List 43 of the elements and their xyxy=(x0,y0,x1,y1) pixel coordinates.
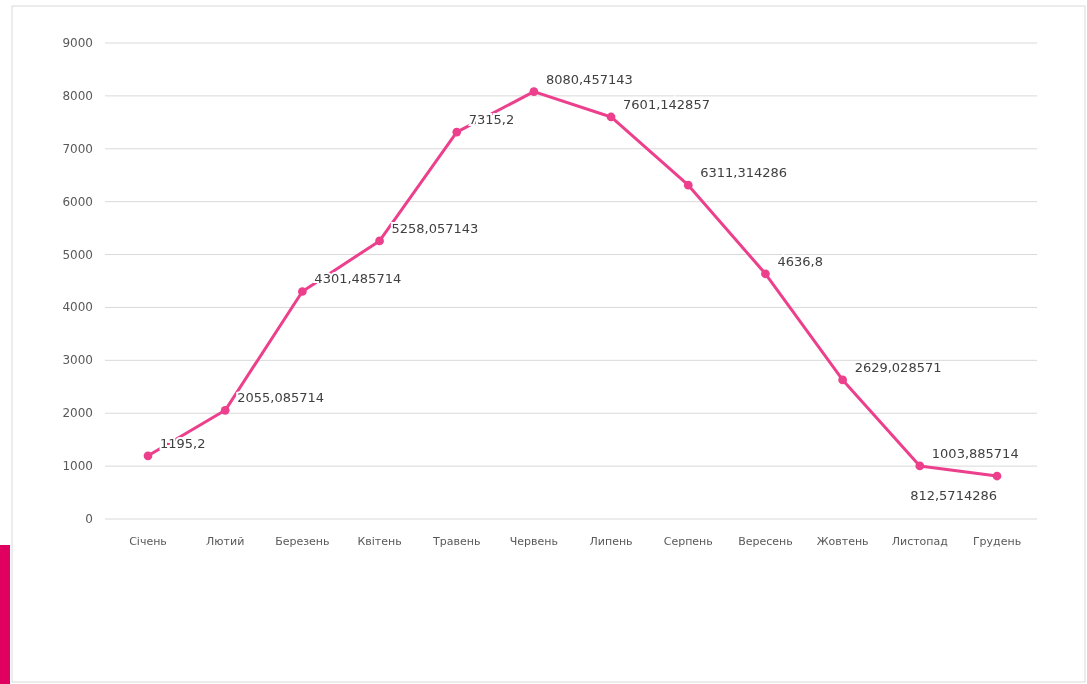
y-tick-label: 6000 xyxy=(62,194,93,209)
point xyxy=(761,269,770,279)
point xyxy=(220,405,230,415)
data-label: 812,5714286 xyxy=(910,488,997,504)
data-label: 5258,057143 xyxy=(391,220,479,236)
x-tick-label: Січень xyxy=(129,535,167,548)
y-tick-label: 1000 xyxy=(62,459,93,474)
point xyxy=(606,112,616,122)
x-tick-label: Листопад xyxy=(891,535,949,548)
x-tick-label: Грудень xyxy=(972,535,1022,548)
data-label: 4636,8 xyxy=(777,253,823,269)
data-label: 7601,142857 xyxy=(623,96,710,112)
point xyxy=(452,127,462,137)
data-label: 1003,885714 xyxy=(931,445,1019,461)
y-tick-label: 9000 xyxy=(62,36,93,50)
point xyxy=(915,461,925,471)
data-label: 6311,314286 xyxy=(700,165,788,181)
y-tick-label: 8000 xyxy=(62,88,93,103)
y-tick-label: 3000 xyxy=(62,353,93,368)
data-label: 2629,028571 xyxy=(854,359,942,375)
y-tick-label: 4000 xyxy=(62,300,93,315)
point xyxy=(838,375,848,385)
x-tick-label: Серпень xyxy=(663,535,713,548)
point xyxy=(297,287,307,296)
y-tick-label: 5000 xyxy=(62,247,93,262)
point xyxy=(143,451,153,461)
x-tick-label: Травень xyxy=(432,535,481,548)
x-tick-label: Липень xyxy=(589,535,633,548)
x-tick-label: Лютий xyxy=(206,535,245,548)
x-tick-label: Жовтень xyxy=(816,535,869,548)
data-label: 2055,085714 xyxy=(237,390,325,406)
data-label: 8080,457143 xyxy=(545,71,633,87)
point xyxy=(529,87,539,96)
x-tick-label: Червень xyxy=(509,535,559,548)
y-tick-label: 0 xyxy=(85,512,93,526)
x-tick-label: Вересень xyxy=(738,535,793,548)
y-tick-label: 7000 xyxy=(62,141,93,156)
x-tick-label: Березень xyxy=(275,535,330,548)
y-tick-label: 2000 xyxy=(62,406,93,421)
point xyxy=(375,236,384,246)
point xyxy=(992,471,1002,481)
point xyxy=(683,180,693,190)
x-tick-label: Квітень xyxy=(357,535,402,548)
